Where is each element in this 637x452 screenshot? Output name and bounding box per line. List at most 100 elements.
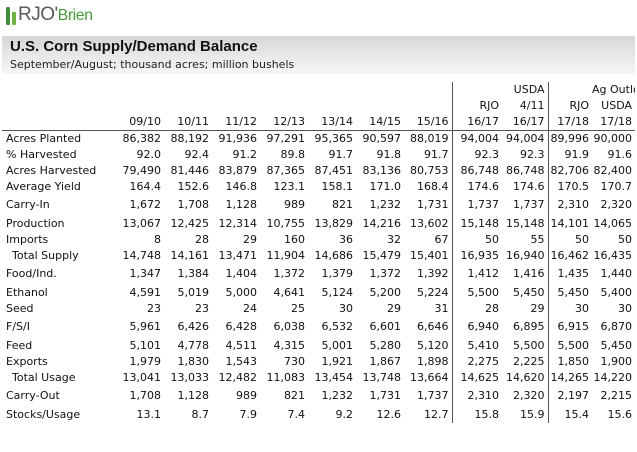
value-cell: 9.2: [335, 408, 354, 421]
table-row: Carry-Out 1,708 1,128 989 821 1,232 1,731 1,737…: [2, 386, 635, 407]
table-row: F/S/I 5,961 6,426 6,428 6,038 6,532 6,601 6,646…: [2, 317, 635, 338]
value-cell: 23: [195, 302, 209, 315]
value-cell: 6,532: [321, 320, 354, 333]
value-cell: 30: [547, 301, 592, 317]
header-cell: 17/18: [592, 114, 635, 131]
value-cell: 6,895: [513, 320, 545, 333]
value-cell: 16,935: [451, 248, 502, 264]
row-label: Carry-In: [6, 198, 50, 211]
header-cell: USDA: [513, 83, 545, 96]
value-cell: 4,315: [273, 339, 306, 352]
value-cell: 11,904: [266, 249, 306, 262]
value-cell: 25: [291, 302, 305, 315]
value-cell: 91.7: [328, 148, 354, 161]
value-cell: 821: [284, 389, 305, 402]
value-cell: 24: [243, 302, 257, 315]
value-cell: 88,192: [164, 130, 212, 147]
value-cell: 2,310: [547, 195, 592, 216]
value-cell: 23: [147, 302, 161, 315]
value-cell: 97,291: [260, 130, 308, 147]
value-cell: 2,215: [600, 389, 633, 402]
header-corner: [2, 82, 112, 98]
value-cell: 89,996: [547, 130, 592, 147]
value-cell: 30: [618, 302, 632, 315]
table-row: Ethanol 4,591 5,019 5,000 4,641 5,124 5,200 5,2…: [2, 285, 635, 301]
row-label: Imports: [6, 233, 49, 246]
value-cell: 730: [284, 355, 305, 368]
value-cell: 2,197: [547, 386, 592, 407]
value-cell: 5,124: [321, 286, 354, 299]
value-cell: 89.8: [280, 148, 306, 161]
value-cell: 15.6: [607, 408, 633, 421]
value-cell: 92.0: [136, 148, 162, 161]
value-cell: 1,708: [129, 389, 162, 402]
value-cell: 14,748: [122, 249, 162, 262]
table-row: Exports 1,979 1,830 1,543 730 1,921 1,867 1,898…: [2, 354, 635, 370]
value-cell: 1,435: [547, 264, 592, 285]
value-cell: 50: [547, 232, 592, 248]
header-cell: [356, 98, 404, 114]
value-cell: 1,900: [600, 355, 633, 368]
header-cell: [112, 82, 164, 98]
value-cell: 13,748: [362, 371, 402, 384]
value-cell: 29: [387, 302, 401, 315]
table-row: Seed 23 23 24 25 30 29 31 28 29 30 30: [2, 301, 635, 317]
value-cell: 81,446: [170, 164, 210, 177]
value-cell: 14,686: [314, 249, 354, 262]
value-cell: 1,416: [513, 267, 545, 280]
value-cell: 12.7: [424, 408, 449, 421]
value-cell: 13,471: [218, 249, 258, 262]
header-cell: RJO: [547, 98, 592, 114]
value-cell: 1,731: [417, 198, 449, 211]
logo-text: RJO'Brien: [18, 4, 93, 26]
row-label: Ethanol: [6, 286, 48, 299]
header-cell: 13/14: [308, 114, 356, 131]
value-cell: 1,708: [177, 198, 210, 211]
value-cell: 5,224: [417, 286, 449, 299]
value-cell: 160: [284, 233, 305, 246]
value-cell: 13.1: [136, 408, 162, 421]
value-cell: 28: [195, 233, 209, 246]
value-cell: 1,867: [369, 355, 402, 368]
value-cell: 1,232: [369, 198, 402, 211]
header-cell: 16/17: [502, 114, 548, 131]
value-cell: 6,870: [600, 320, 633, 333]
header-row: 09/10 10/11 11/12 12/13 13/14 14/15 15/16 16/17…: [2, 114, 635, 131]
value-cell: 94,004: [451, 130, 502, 147]
report-title: U.S. Corn Supply/Demand Balance: [10, 38, 258, 55]
header-cell: [356, 82, 404, 98]
value-cell: 1,440: [600, 267, 633, 280]
value-cell: 5,961: [129, 320, 162, 333]
header-cell: [260, 98, 308, 114]
row-label: Acres Harvested: [6, 164, 97, 177]
value-cell: 13,033: [170, 371, 210, 384]
value-cell: 989: [236, 389, 257, 402]
value-cell: 91.8: [376, 148, 402, 161]
row-label: Total Usage: [12, 371, 76, 384]
value-cell: 15,148: [506, 217, 545, 230]
value-cell: 36: [339, 233, 353, 246]
header-cell: 09/10: [112, 114, 164, 131]
header-cell: [260, 82, 308, 98]
table-row: Food/Ind. 1,347 1,384 1,404 1,372 1,379 1,372 1…: [2, 264, 635, 285]
table-row: Average Yield 164.4 152.6 146.8 123.1 158.1 17…: [2, 179, 635, 195]
table-row: Stocks/Usage 13.1 8.7 7.9 7.4 9.2 12.6 12.7 15.8…: [2, 407, 635, 423]
value-cell: 6,940: [451, 317, 502, 338]
value-cell: 15,148: [451, 216, 502, 232]
value-cell: 82,400: [593, 164, 633, 177]
value-cell: 6,646: [417, 320, 449, 333]
value-cell: 5,500: [547, 338, 592, 354]
value-cell: 90,000: [592, 130, 635, 147]
value-cell: 1,830: [177, 355, 210, 368]
header-cell: [212, 82, 260, 98]
row-label: F/S/I: [6, 320, 30, 333]
value-cell: 5,019: [177, 286, 210, 299]
value-cell: 88,019: [404, 130, 452, 147]
header-cell: 15/16: [404, 114, 452, 131]
value-cell: 80,753: [410, 164, 449, 177]
header-cell: [112, 98, 164, 114]
value-cell: 13,041: [122, 371, 162, 384]
value-cell: 1,128: [177, 389, 210, 402]
value-cell: 1,232: [321, 389, 354, 402]
